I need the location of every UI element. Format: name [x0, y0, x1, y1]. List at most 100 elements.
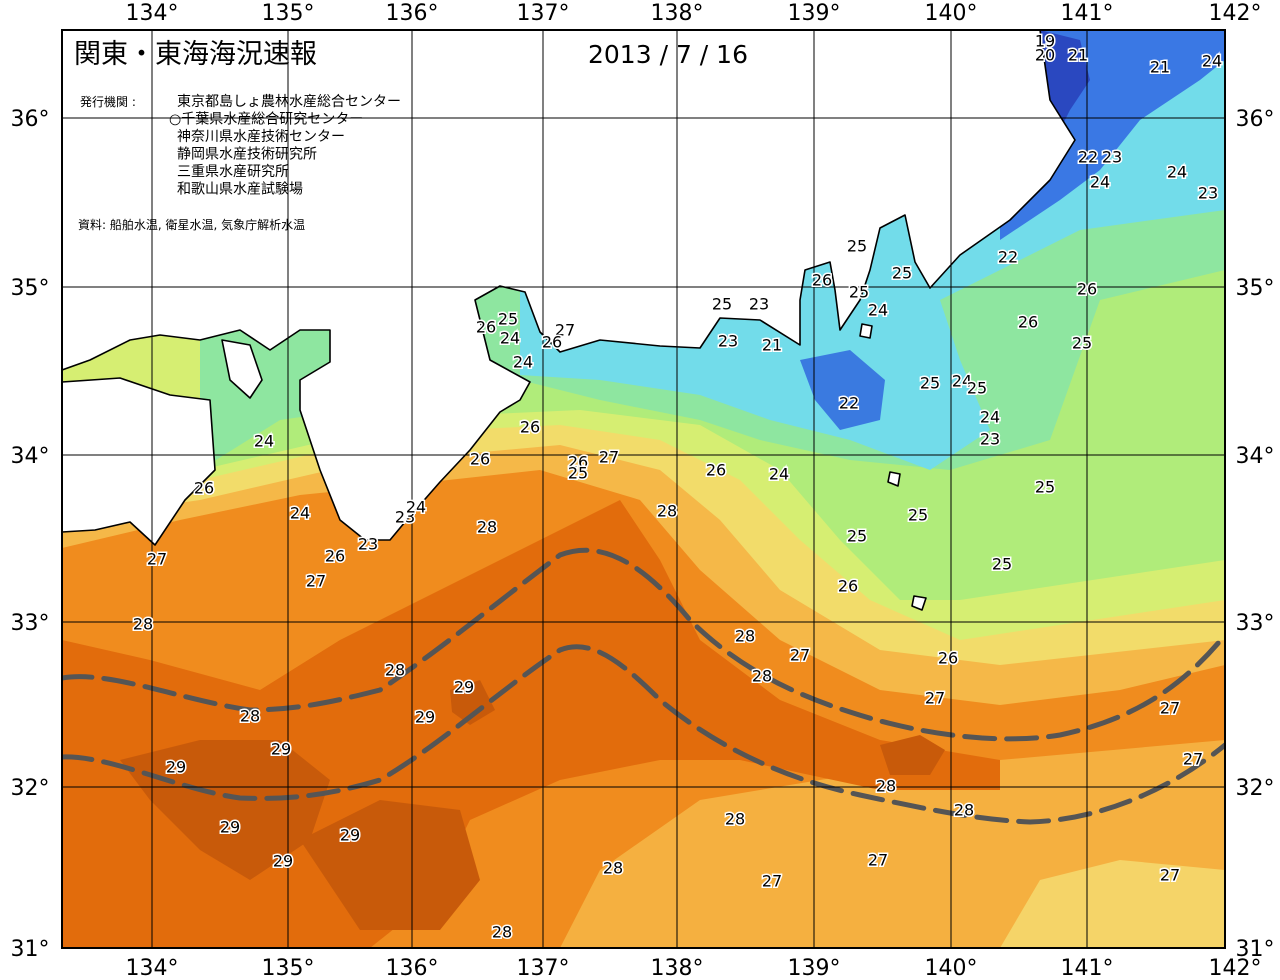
source-note: 資料: 船舶水温, 衛星水温, 気象庁解析水温 [78, 217, 305, 232]
latitude-label: 33° [11, 611, 50, 636]
issuer: 神奈川県水産技術センター [177, 129, 345, 145]
contour-label: 24 [513, 353, 533, 372]
latitude-label: 35° [1236, 276, 1275, 301]
sea-deep-orange-4 [880, 735, 945, 775]
contour-label: 24 [254, 432, 274, 451]
contour-label: 24 [769, 465, 789, 484]
latitude-label: 31° [1236, 937, 1275, 962]
map-title: 関東・東海海況速報 [74, 39, 317, 70]
contour-label: 24 [1090, 173, 1110, 192]
sea-deep-orange-1 [120, 740, 330, 880]
land-honshu [62, 30, 1076, 541]
longitude-label: 140° [925, 956, 978, 980]
contour-label: 22 [839, 394, 859, 413]
contour-label: 25 [908, 506, 928, 525]
contour-label: 28 [725, 810, 745, 829]
map-frame [61, 29, 1226, 949]
longitude-label: 134° [126, 956, 179, 980]
contour-label: 24 [868, 301, 888, 320]
contour-label: 25 [849, 283, 869, 302]
sea-deep-orange-3 [450, 680, 495, 725]
longitude-label: 139° [788, 956, 841, 980]
contour-label: 27 [599, 448, 619, 467]
longitude-label: 138° [651, 1, 704, 26]
latitude-label: 35° [11, 276, 50, 301]
longitude-label: 136° [386, 1, 439, 26]
contour-label: 26 [1018, 313, 1038, 332]
contour-label: 25 [847, 527, 867, 546]
contour-label: 19 [1035, 32, 1055, 51]
contour-label: 24 [1202, 52, 1222, 71]
kuroshio-south-edge [62, 644, 1225, 825]
contour-label: 25 [712, 295, 732, 314]
sea-deep-orange-2 [300, 800, 480, 930]
contour-label: 24 [952, 372, 972, 391]
longitude-label: 141° [1061, 956, 1114, 980]
contour-label: 25 [967, 379, 987, 398]
contour-label: 28 [492, 923, 512, 942]
latitude-label: 31° [11, 937, 50, 962]
contour-label: 27 [1183, 750, 1203, 769]
contour-label: 23 [358, 535, 378, 554]
contour-label: 27 [555, 321, 575, 340]
contour-label: 25 [920, 374, 940, 393]
contour-label: 28 [752, 667, 772, 686]
contour-label: 26 [938, 649, 958, 668]
contour-label: 28 [240, 707, 260, 726]
contour-label: 29 [220, 818, 240, 837]
longitude-labels: 134° 134° 135° 135° 136° 136° 137° 137° 138° 138°… [126, 1, 1262, 980]
latitude-label: 36° [1236, 107, 1275, 132]
land-shikoku [62, 377, 216, 546]
contour-label: 26 [706, 461, 726, 480]
latitude-label: 33° [1236, 611, 1275, 636]
contour-label: 27 [1160, 699, 1180, 718]
contour-label: 25 [892, 264, 912, 283]
latitude-label: 36° [11, 107, 50, 132]
contour-label: 26 [325, 547, 345, 566]
contour-label: 28 [876, 777, 896, 796]
contour-label: 25 [1035, 478, 1055, 497]
contour-label: 28 [133, 615, 153, 634]
contour-label: 26 [838, 577, 858, 596]
contour-label: 26 [542, 333, 562, 352]
contour-label: 27 [790, 646, 810, 665]
sea-yellow [1000, 860, 1225, 948]
contour-label: 28 [954, 801, 974, 820]
contour-label: 21 [762, 336, 782, 355]
latitude-label: 32° [1236, 776, 1275, 801]
contour-label: 26 [194, 479, 214, 498]
map-date: 2013 / 7 / 16 [588, 40, 748, 69]
contour-label: 22 [1078, 148, 1098, 167]
contour-label: 29 [273, 852, 293, 871]
longitude-label: 142° [1209, 1, 1262, 26]
contour-label: 26 [470, 450, 490, 469]
longitude-label: 135° [262, 1, 315, 26]
contour-label: 28 [735, 627, 755, 646]
longitude-label: 137° [517, 1, 570, 26]
issuer: 静岡県水産技術研究所 [177, 147, 317, 163]
sea-blue-patch [800, 350, 885, 430]
contour-label: 24 [980, 408, 1000, 427]
kuroshio-north-edge [62, 547, 1225, 742]
contour-label: 25 [1072, 334, 1092, 353]
contour-label: 25 [992, 555, 1012, 574]
island-1 [859, 323, 873, 339]
issuer: 三重県水産研究所 [177, 164, 289, 180]
contour-label: 26 [520, 418, 540, 437]
contour-label: 25 [568, 464, 588, 483]
contour-label: 23 [1102, 148, 1122, 167]
contour-label: 25 [847, 237, 867, 256]
contour-label: 27 [762, 872, 782, 891]
longitude-label: 138° [651, 956, 704, 980]
issuer: 東京都島しょ農林水産総合センター [177, 94, 401, 110]
issuer: 和歌山県水産試験場 [177, 182, 303, 198]
longitude-label: 142° [1209, 956, 1262, 980]
contour-label: 23 [1198, 184, 1218, 203]
contour-label: 23 [749, 295, 769, 314]
contour-label: 28 [477, 518, 497, 537]
contour-label: 23 [395, 508, 415, 527]
latitude-label: 32° [11, 776, 50, 801]
